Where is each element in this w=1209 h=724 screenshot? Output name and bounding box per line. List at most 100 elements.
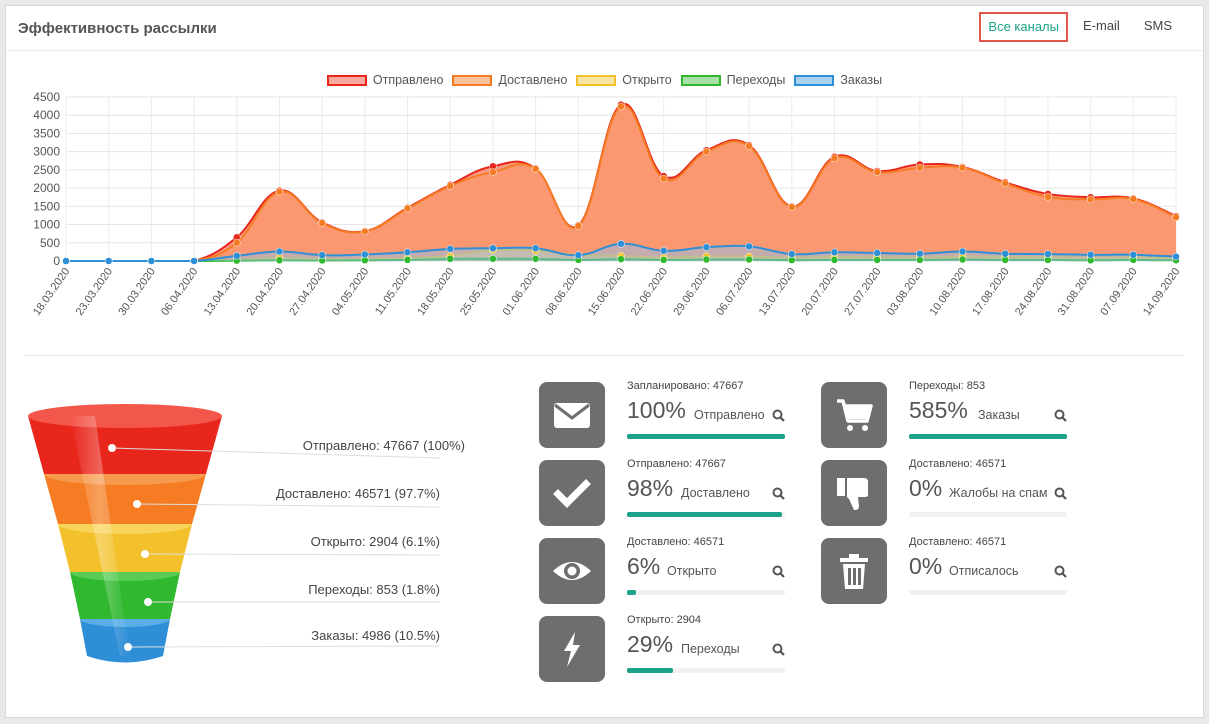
- legend-swatch: [326, 74, 367, 86]
- data-point-4: [702, 243, 711, 251]
- data-point-1: [1129, 195, 1138, 203]
- funnel-shine: [70, 416, 130, 656]
- data-point-3: [873, 256, 881, 264]
- funnel-segment-delivered: [44, 474, 206, 524]
- data-point-4: [318, 251, 326, 259]
- x-tick-label: 08.06.2020: [543, 266, 584, 318]
- stat-name: Переходы: [681, 642, 740, 656]
- legend-swatch: [452, 74, 493, 86]
- funnel-label-delivered: Доставлено: 46571 (97.7%): [275, 486, 440, 501]
- trash-icon: [821, 538, 887, 604]
- y-tick-label: 4000: [33, 108, 60, 122]
- data-point-4: [745, 242, 753, 251]
- stat-name: Отписалось: [949, 564, 1019, 578]
- x-tick-label: 27.07.2020: [842, 266, 883, 318]
- legend-item-orders[interactable]: Заказы: [794, 73, 882, 87]
- x-tick-label: 31.08.2020: [1056, 266, 1097, 318]
- data-point-1: [446, 182, 454, 190]
- x-tick-label: 13.07.2020: [757, 266, 798, 318]
- progress-bar: [627, 434, 785, 439]
- legend-item-clicks[interactable]: Переходы: [680, 73, 785, 87]
- search-icon[interactable]: [1054, 565, 1067, 578]
- progress-bar: [909, 512, 1067, 517]
- x-tick-label: 18.03.2020: [31, 266, 72, 318]
- search-icon[interactable]: [1054, 487, 1067, 500]
- stat-subtitle: Открыто: 2904: [627, 614, 702, 626]
- search-icon[interactable]: [772, 409, 785, 422]
- progress-fill: [627, 590, 637, 595]
- legend-item-delivered[interactable]: Доставлено: [452, 73, 567, 87]
- funnel-dot: [133, 500, 141, 508]
- mailing-area-chart: 0 500 1000 1500 2000 2500 3000 3500 4000 4500 18.0…: [31, 91, 1182, 318]
- thumbs-down-icon: [821, 460, 887, 526]
- tab-sms[interactable]: SMS: [1143, 18, 1172, 33]
- series-area-0: [66, 103, 1176, 261]
- search-icon[interactable]: [772, 565, 785, 578]
- data-point-3: [403, 256, 412, 264]
- x-tick-label: 15.06.2020: [586, 266, 627, 318]
- funnel-connector: [127, 645, 441, 648]
- x-tick-label: 20.07.2020: [800, 266, 841, 318]
- data-point-1: [873, 168, 881, 176]
- tab-all-channels[interactable]: Все каналы: [979, 12, 1068, 42]
- data-point-4: [531, 244, 540, 252]
- data-point-4: [104, 257, 113, 265]
- funnel-dot: [124, 643, 132, 651]
- legend-item-sent[interactable]: Отправлено: [326, 73, 443, 87]
- data-point-1: [233, 239, 241, 247]
- progress-bar: [909, 434, 1067, 439]
- funnel-dot: [108, 444, 116, 452]
- search-icon[interactable]: [1054, 409, 1067, 422]
- x-tick-label: 25.05.2020: [458, 266, 499, 318]
- funnel-dot: [144, 598, 152, 606]
- x-tick-label: 06.07.2020: [714, 266, 755, 318]
- data-point-4: [403, 248, 412, 257]
- funnel-segment-clicks: [70, 572, 180, 619]
- data-point-1: [1172, 213, 1180, 222]
- funnel-label-opened: Открыто: 2904 (6.1%): [310, 534, 440, 549]
- progress-fill: [627, 668, 673, 673]
- progress-fill: [627, 512, 782, 517]
- progress-bar: [909, 590, 1067, 595]
- data-point-1: [1086, 195, 1095, 204]
- stat-name: Доставлено: [681, 486, 750, 500]
- y-tick-label: 2500: [33, 163, 60, 177]
- x-tick-label: 24.08.2020: [1013, 266, 1054, 318]
- legend-label: Открыто: [622, 73, 672, 87]
- y-tick-label: 2000: [33, 181, 60, 195]
- y-tick-label: 1000: [33, 218, 60, 232]
- data-point-1: [1001, 179, 1009, 188]
- stat-name: Открыто: [667, 564, 717, 578]
- stat-sent: Запланировано: 47667 100% Отправлено: [539, 380, 799, 448]
- stat-name: Жалобы на спам: [949, 486, 1048, 500]
- bolt-icon: [539, 616, 605, 682]
- x-tick-label: 23.03.2020: [74, 266, 115, 318]
- funnel-label-orders: Заказы: 4986 (10.5%): [311, 628, 440, 643]
- stat-opened: Доставлено: 46571 6% Открыто: [539, 536, 799, 604]
- tab-email[interactable]: E-mail: [1082, 18, 1120, 33]
- data-point-3: [958, 255, 967, 264]
- data-point-4: [916, 249, 924, 258]
- data-point-4: [1044, 250, 1052, 258]
- legend-item-opened[interactable]: Открыто: [576, 73, 672, 87]
- progress-bar: [627, 668, 785, 673]
- y-tick-label: 1500: [33, 199, 60, 213]
- y-tick-label: 500: [40, 236, 60, 250]
- funnel-connector: [111, 447, 441, 459]
- x-tick-label: 10.08.2020: [928, 266, 969, 318]
- search-icon[interactable]: [772, 643, 785, 656]
- data-point-4: [446, 245, 454, 253]
- data-point-3: [617, 255, 625, 263]
- stat-subtitle: Доставлено: 46571: [909, 536, 1007, 548]
- x-tick-label: 01.06.2020: [501, 266, 542, 318]
- channel-tabs: Все каналы E-mail SMS: [973, 12, 1181, 42]
- x-tick-label: 04.05.2020: [330, 266, 371, 318]
- eye-icon: [539, 538, 605, 604]
- data-point-1: [788, 203, 796, 211]
- divider: [24, 355, 1184, 356]
- stat-subtitle: Отправлено: 47667: [627, 458, 726, 470]
- x-tick-label: 06.04.2020: [159, 266, 200, 318]
- data-point-4: [617, 240, 625, 248]
- search-icon[interactable]: [772, 487, 785, 500]
- data-point-1: [958, 163, 967, 172]
